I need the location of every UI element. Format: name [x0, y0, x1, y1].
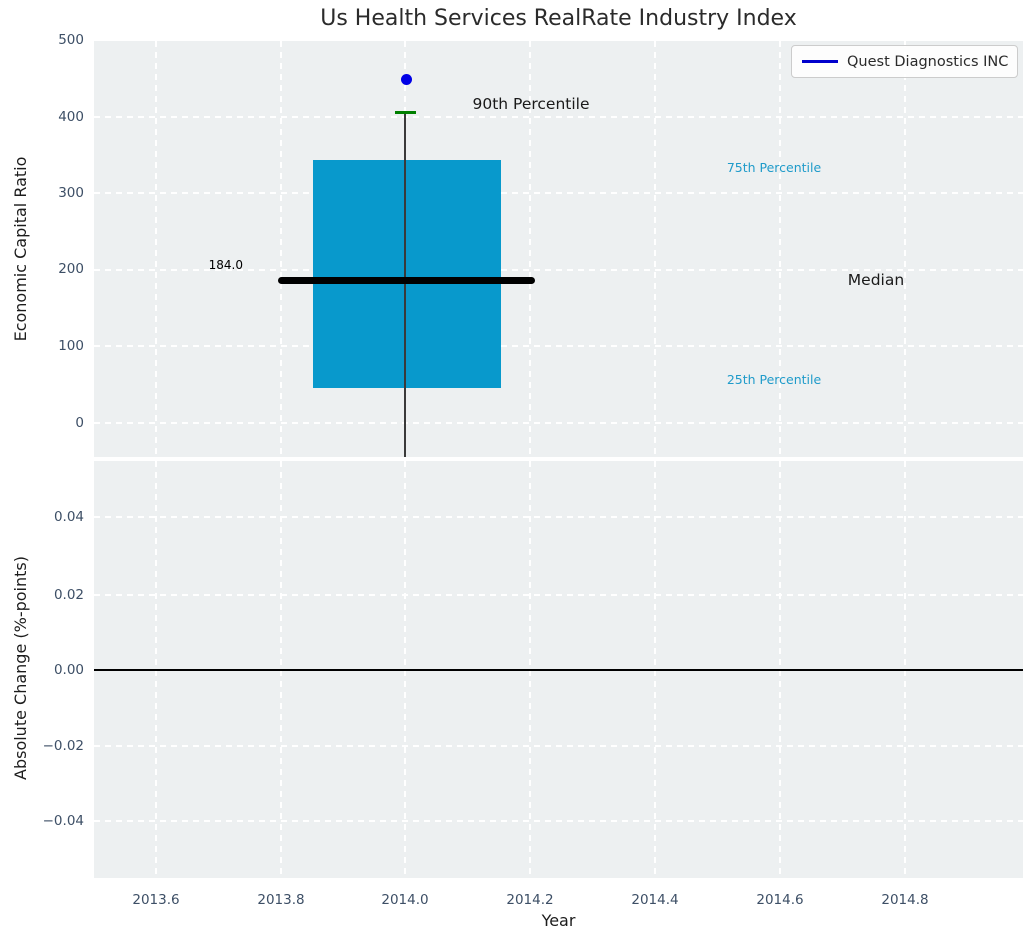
gridline-horizontal — [94, 516, 1023, 518]
y-tick-label: 0.02 — [53, 587, 84, 603]
x-tick-label: 2014.6 — [756, 892, 804, 908]
page-title: Us Health Services RealRate Industry Ind… — [320, 6, 797, 31]
percentile-90-cap — [395, 111, 416, 114]
zero-line — [94, 669, 1023, 671]
gridline-horizontal — [94, 345, 1023, 347]
gridline-vertical — [779, 41, 781, 457]
annotation-median-value: 184.0 — [208, 258, 243, 272]
legend: Quest Diagnostics INC — [791, 45, 1018, 78]
y-tick-label: 300 — [58, 185, 84, 201]
bottom-y-axis-label: Absolute Change (%-points) — [11, 556, 30, 780]
gridline-horizontal — [94, 422, 1023, 424]
y-tick-label: 0 — [75, 415, 84, 431]
gridline-horizontal — [94, 745, 1023, 747]
gridline-horizontal — [94, 269, 1023, 271]
y-tick-label: −0.02 — [42, 738, 84, 754]
y-tick-label: 400 — [58, 109, 84, 125]
y-tick-label: 0.04 — [53, 509, 84, 525]
x-tick-label: 2013.8 — [257, 892, 305, 908]
whisker-line — [404, 113, 406, 457]
annotation-median: Median — [847, 271, 905, 289]
gridline-vertical — [155, 41, 157, 457]
company-point — [401, 74, 412, 85]
y-tick-label: 500 — [58, 32, 84, 48]
annotation-90th-percentile: 90th Percentile — [472, 95, 590, 113]
gridline-horizontal — [94, 820, 1023, 822]
y-tick-label: 0.00 — [53, 662, 84, 678]
y-tick-label: −0.04 — [42, 813, 84, 829]
legend-label: Quest Diagnostics INC — [847, 53, 1009, 70]
top-y-axis-label: Economic Capital Ratio — [11, 156, 30, 342]
bottom-plot-area — [94, 461, 1023, 878]
gridline-vertical — [904, 41, 906, 457]
x-axis-label: Year — [541, 911, 576, 930]
y-tick-label: 100 — [58, 338, 84, 354]
gridline-horizontal — [94, 116, 1023, 118]
legend-line-sample — [802, 60, 838, 63]
gridline-vertical — [529, 41, 531, 457]
x-tick-label: 2014.8 — [881, 892, 929, 908]
x-tick-label: 2013.6 — [132, 892, 180, 908]
median-line — [278, 277, 535, 284]
annotation-75th-percentile: 75th Percentile — [726, 160, 822, 175]
gridline-horizontal — [94, 594, 1023, 596]
x-tick-label: 2014.2 — [506, 892, 554, 908]
top-plot-area: 90th Percentile 75th Percentile Median 2… — [94, 41, 1023, 457]
gridline-vertical — [280, 41, 282, 457]
annotation-25th-percentile: 25th Percentile — [726, 372, 822, 387]
gridline-horizontal — [94, 192, 1023, 194]
iqr-box — [313, 160, 501, 388]
gridline-vertical — [654, 41, 656, 457]
x-tick-label: 2014.0 — [381, 892, 429, 908]
x-tick-label: 2014.4 — [631, 892, 679, 908]
y-tick-label: 200 — [58, 261, 84, 277]
